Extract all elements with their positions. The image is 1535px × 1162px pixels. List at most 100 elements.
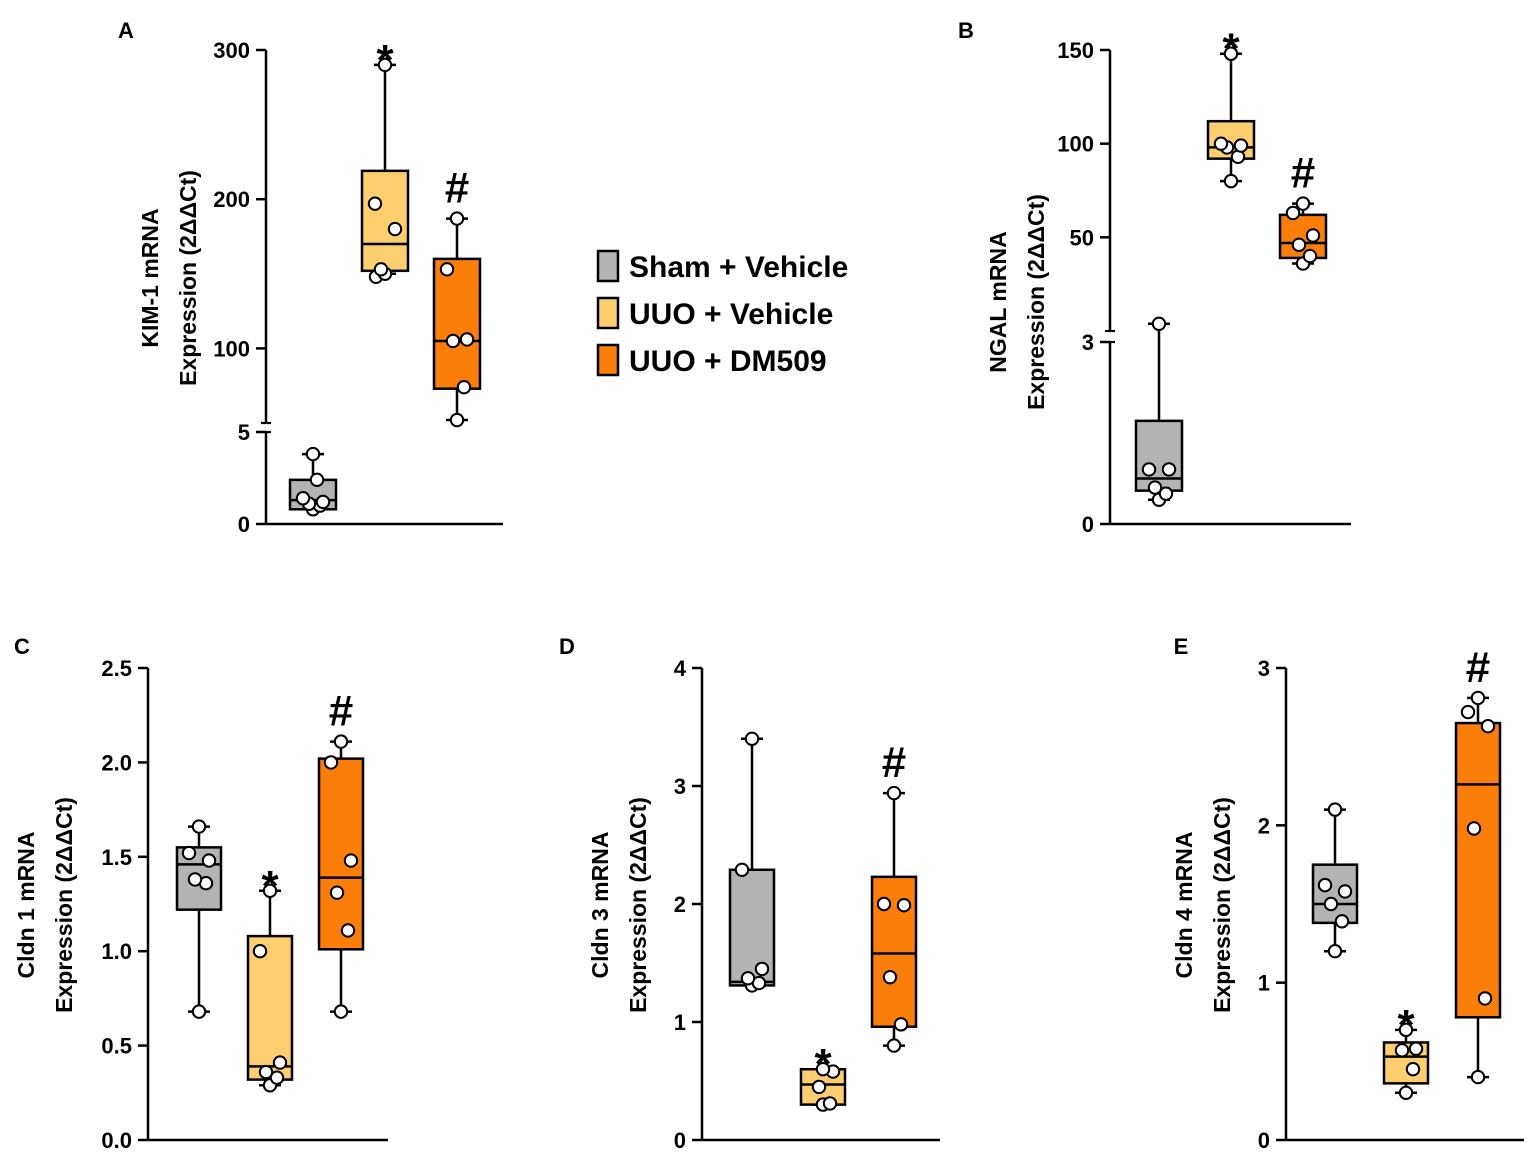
y-tick-label: 300 [213, 38, 250, 63]
y-tick-label: 1 [674, 1010, 686, 1035]
box-group-2: # [432, 164, 482, 428]
data-point [1327, 944, 1343, 959]
legend-swatch [596, 249, 620, 283]
data-point [1291, 237, 1307, 253]
y-tick-label: 3 [1258, 656, 1270, 681]
y-tick-label: 1 [1258, 971, 1270, 996]
y-tick-label: 0 [1082, 512, 1094, 537]
y-tick-label: 2 [674, 892, 686, 917]
box-group-0 [728, 731, 776, 993]
data-point [201, 853, 217, 868]
y-tick-label: 100 [1057, 132, 1094, 157]
data-point [377, 57, 393, 73]
data-point [1305, 228, 1321, 243]
box-group-0 [1134, 316, 1184, 507]
significance-asterisk: * [1397, 1001, 1415, 1050]
box-group-0 [175, 819, 223, 1019]
box-group-2: # [1454, 643, 1502, 1085]
data-point [1470, 1069, 1486, 1085]
box-group-1: * [246, 862, 294, 1093]
y-tick-label: 0 [238, 512, 250, 537]
data-point [1466, 821, 1482, 836]
data-point [343, 853, 359, 868]
box [1454, 721, 1502, 1019]
significance-asterisk: * [261, 862, 279, 911]
data-point [191, 1004, 207, 1019]
significance-hash: # [1291, 149, 1315, 198]
data-point [1398, 1085, 1414, 1101]
data-point [269, 1070, 285, 1085]
significance-asterisk: * [1222, 25, 1240, 74]
box [317, 757, 365, 951]
data-point [734, 862, 750, 877]
y-axis-label: Expression (2ΔΔCt) [1209, 797, 1235, 1013]
data-point [1151, 316, 1167, 331]
data-point [896, 897, 912, 913]
y-tick-label: 150 [1057, 38, 1094, 63]
data-point [893, 1017, 909, 1032]
data-point [262, 883, 278, 898]
data-point [815, 1062, 831, 1077]
data-point [181, 845, 197, 861]
box-group-1: * [1382, 1001, 1430, 1101]
panel-e: E Cldn 4 mRNA Expression (2ΔΔCt) 0 1 2 3 * # [1171, 634, 1524, 1153]
data-point [822, 1096, 838, 1111]
data-point [811, 1079, 827, 1095]
y-tick-label: 2.0 [101, 750, 132, 775]
legend-item: Sham + Vehicle [596, 249, 848, 284]
data-point [1223, 173, 1239, 189]
y-tick-label: 100 [213, 336, 250, 361]
legend-swatch [596, 296, 620, 330]
y-tick-label: 2 [1258, 813, 1270, 838]
y-tick-label: 2.5 [101, 656, 132, 681]
panel-letter: A [118, 18, 134, 43]
data-point [1398, 1022, 1414, 1038]
data-point [315, 494, 331, 510]
data-point [1147, 480, 1163, 495]
data-point [373, 262, 389, 277]
data-point [1470, 690, 1486, 706]
data-point [187, 872, 203, 887]
data-point [333, 734, 349, 749]
data-point [1141, 462, 1157, 477]
y-axis-label: NGAL mRNA [985, 231, 1011, 372]
data-point [1285, 205, 1301, 221]
y-tick-label: 200 [213, 187, 250, 212]
data-point [1477, 991, 1493, 1006]
data-point [305, 446, 321, 462]
significance-hash: # [882, 738, 906, 787]
y-tick-label: 50 [1070, 225, 1094, 250]
data-point [1295, 196, 1311, 211]
data-point [1334, 914, 1350, 929]
data-point [886, 785, 902, 801]
data-point [449, 211, 465, 226]
data-point [754, 961, 770, 977]
panel-b: B NGAL mRNA Expression (2ΔΔCt) 0 3 50 100 150 * # [958, 18, 1351, 537]
y-tick-label: 1.0 [101, 939, 132, 964]
data-point [367, 196, 383, 211]
panel-letter: B [958, 18, 974, 43]
data-point [323, 755, 339, 770]
data-point [309, 472, 325, 488]
box-group-2: # [1278, 149, 1328, 271]
data-point [439, 262, 455, 277]
significance-hash: # [445, 164, 469, 213]
box-group-2: # [870, 738, 918, 1053]
panel-letter: E [1174, 634, 1189, 659]
data-point [252, 944, 268, 959]
data-point [191, 819, 207, 834]
y-tick-label: 1.5 [101, 845, 132, 870]
y-tick-label: 3 [674, 774, 686, 799]
legend-swatch [596, 343, 620, 377]
data-point [272, 1055, 288, 1070]
legend-label: Sham + Vehicle [629, 251, 848, 284]
data-point [744, 731, 760, 746]
box-group-2: # [317, 687, 365, 1019]
panel-c: C Cldn 1 mRNA Expression (2ΔΔCt) 0.0 0.5 1.0 1… [13, 634, 388, 1153]
data-point [456, 379, 472, 395]
data-point [1394, 1043, 1410, 1058]
data-point [459, 332, 475, 347]
data-point [1327, 802, 1343, 817]
data-point [340, 923, 356, 938]
